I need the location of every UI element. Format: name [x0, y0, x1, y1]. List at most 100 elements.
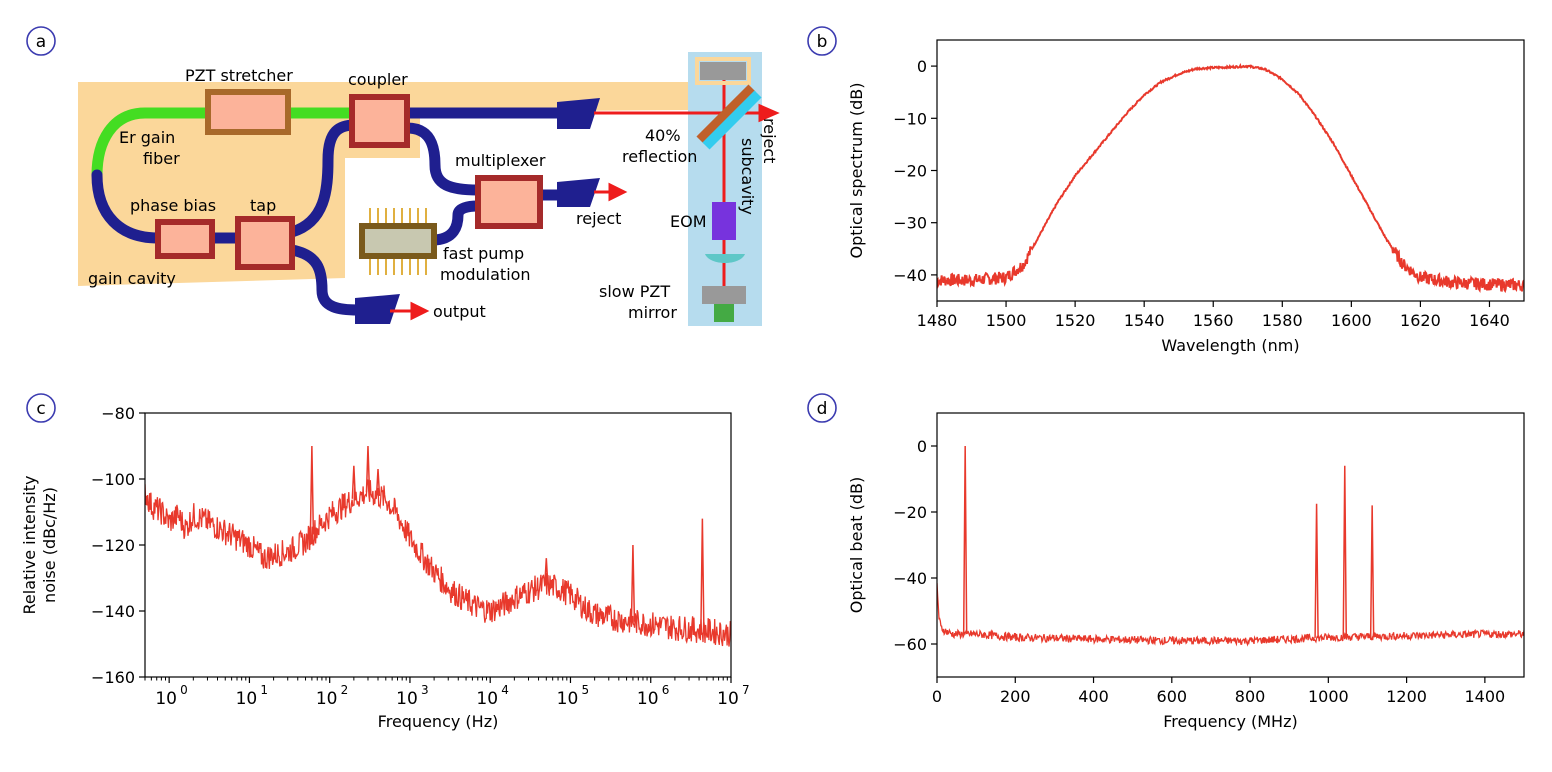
collimator-icon	[557, 98, 600, 129]
label-40-percent: 40%	[645, 126, 681, 145]
chip-icon	[359, 208, 437, 275]
spike-peak-0	[962, 445, 968, 635]
x-tick-label: 1480	[917, 311, 958, 330]
x-tick-label: 10	[316, 689, 338, 709]
x-tick-exponent: 1	[260, 683, 268, 697]
fiber-coupler-mux	[401, 122, 484, 196]
y-tick-label: −60	[893, 635, 927, 654]
spike-peak-3	[1369, 505, 1375, 637]
y-tick-label: −30	[893, 214, 927, 233]
y-tick-label: −20	[893, 162, 927, 181]
plot-frame	[144, 412, 732, 678]
label-er-gain: Er gain	[119, 128, 175, 147]
pzt-stretcher	[205, 89, 291, 135]
panel-label-b: b	[817, 32, 828, 52]
x-tick-label: 10	[155, 689, 177, 709]
y-tick-label: −40	[893, 266, 927, 285]
label-phase-bias: phase bias	[130, 196, 216, 215]
coupler	[349, 94, 410, 148]
x-tick-label: 800	[1235, 687, 1266, 706]
label-fast-pump-modulation: modulation	[440, 265, 531, 284]
x-tick-label: 10	[637, 689, 659, 709]
spike-peak-2	[365, 445, 371, 493]
y-tick-label: −120	[91, 536, 135, 555]
panel-c-chart: c 10 0 10 1 10 2 10 3 10 4 10 5 10 6 10 7−80−100−120−14…	[20, 393, 750, 731]
panel-label-a-circle	[26, 26, 56, 56]
pzt-mirror-icon	[702, 286, 746, 304]
plot-frame	[936, 412, 1525, 678]
x-tick-label: 0	[932, 687, 942, 706]
x-tick-label: 10	[236, 689, 258, 709]
phase-bias	[155, 219, 215, 259]
x-tick-exponent: 3	[421, 683, 429, 697]
x-tick-label: 1640	[1469, 311, 1510, 330]
mirror-icon	[696, 84, 762, 150]
label-multiplexer: multiplexer	[455, 151, 546, 170]
label-subcavity: subcavity	[738, 138, 757, 215]
x-tick-label: 1400	[1465, 687, 1506, 706]
x-tick-label: 10	[717, 689, 739, 709]
label-fast-pump: fast pump	[443, 244, 524, 263]
label-pzt-stretcher: PZT stretcher	[185, 66, 293, 85]
panel-label-c-circle	[26, 393, 56, 423]
beam-arrow	[758, 103, 780, 123]
panel-label-d: d	[817, 399, 828, 419]
x-tick-exponent: 0	[180, 683, 188, 697]
chart-b-plot: 1480 1500 1520 1540 1560 1580 1600 1620 1640 0 −10…	[847, 39, 1525, 355]
y-tick-label: −160	[91, 668, 135, 687]
x-tick-exponent: 6	[662, 683, 670, 697]
y-tick-label: −140	[91, 602, 135, 621]
x-tick-label: 600	[1157, 687, 1188, 706]
spike-peak-0	[309, 445, 315, 535]
y-tick-label: −100	[91, 470, 135, 489]
y-tick-label: −40	[893, 569, 927, 588]
panel-label-a: a	[36, 32, 46, 52]
x-axis-label: Frequency (Hz)	[378, 712, 499, 731]
y-tick-label: −80	[101, 404, 135, 423]
x-tick-label: 1560	[1193, 311, 1234, 330]
er-gain-fiber	[91, 107, 216, 181]
fiber-gain-return	[91, 169, 164, 244]
x-tick-label: 1520	[1055, 311, 1096, 330]
fiber-tap-output	[286, 244, 364, 316]
y-axis-label: Relative intensity	[20, 476, 39, 615]
spike-peak-1	[1314, 503, 1319, 638]
x-tick-label: 10	[396, 689, 418, 709]
panel-label-b-circle	[807, 26, 837, 56]
end-mirror-frame	[695, 57, 751, 85]
x-tick-label: 10	[557, 689, 579, 709]
panel-b-chart: b 1480 1500 1520 1540 1560 1580 1600 1620 1640 0 −…	[807, 26, 1525, 355]
tap	[235, 216, 295, 270]
label-eom: EOM	[670, 212, 707, 231]
label-gain-cavity: gain cavity	[88, 269, 176, 288]
collimator-icon	[355, 294, 400, 324]
x-axis-label: Wavelength (nm)	[1161, 336, 1299, 355]
eom-icon	[712, 202, 736, 240]
x-tick-exponent: 5	[581, 683, 589, 697]
spike-peak-2	[1342, 465, 1348, 638]
x-tick-label: 1200	[1386, 687, 1427, 706]
x-tick-exponent: 7	[742, 683, 750, 697]
x-tick-exponent: 4	[501, 683, 509, 697]
multiplexer	[475, 175, 543, 229]
y-tick-label: 0	[917, 437, 927, 456]
spike-peak-4	[544, 558, 549, 585]
x-axis-label: Frequency (MHz)	[1163, 712, 1297, 731]
label-er-gain-fiber: fiber	[143, 149, 180, 168]
y-tick-label: 0	[917, 57, 927, 76]
label-reject-mux: reject	[576, 209, 621, 228]
pzt-actuator	[714, 304, 734, 322]
x-tick-label: 1500	[986, 311, 1027, 330]
series-line	[937, 62, 1524, 294]
series-line	[937, 583, 1524, 647]
end-mirror-icon	[700, 62, 746, 80]
panel-label-d-circle	[807, 393, 837, 423]
panel-d-chart: d 0 200 400 600 800 1000 1200 1400 0 −20 −40 −60 Fre…	[807, 393, 1525, 731]
x-tick-label: 1000	[1308, 687, 1349, 706]
panel-a-schematic: a	[26, 26, 780, 326]
x-tick-label: 1540	[1124, 311, 1165, 330]
chart-c-plot: 10 0 10 1 10 2 10 3 10 4 10 5 10 6 10 7−80−100−120−140−…	[20, 404, 750, 731]
spike-peak-1	[351, 465, 357, 499]
lens-icon	[705, 254, 745, 263]
